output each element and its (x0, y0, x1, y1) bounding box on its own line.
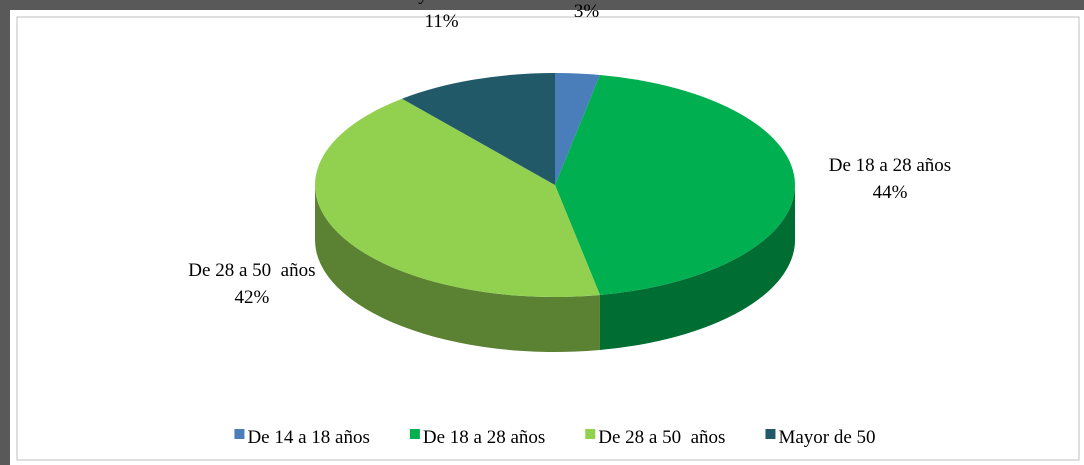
slice-top (555, 74, 796, 296)
data-label-name: Mayor de 50 (393, 0, 490, 5)
slice (555, 73, 600, 185)
slice-side (599, 185, 795, 351)
data-label-name: De 18 a 28 años (829, 155, 951, 176)
plot-border (16, 16, 1080, 461)
legend-label: De 14 a 18 años (247, 427, 369, 448)
slice (315, 98, 600, 352)
slice-side (315, 185, 600, 352)
slice-top (315, 98, 600, 297)
legend-swatch (765, 429, 776, 439)
legend-swatch (585, 429, 596, 439)
frame-left (0, 0, 10, 465)
legend-label: De 28 a 50 años (598, 427, 725, 448)
legend-label: De 18 a 28 años (423, 427, 545, 448)
legend-swatch (234, 429, 245, 439)
data-label-value: 44% (873, 182, 908, 203)
slice (402, 73, 555, 185)
data-label-value: 42% (234, 287, 269, 308)
legend-label: Mayor de 50 (778, 427, 875, 448)
slice-top (555, 73, 600, 185)
data-label-value: 3% (574, 1, 600, 22)
slice (555, 74, 796, 351)
slice-top (402, 73, 555, 185)
legend-swatch (409, 429, 420, 439)
frame-top (0, 0, 1084, 10)
data-label-name: De 28 a 50 años (188, 260, 315, 281)
data-label-value: 11% (424, 11, 458, 32)
